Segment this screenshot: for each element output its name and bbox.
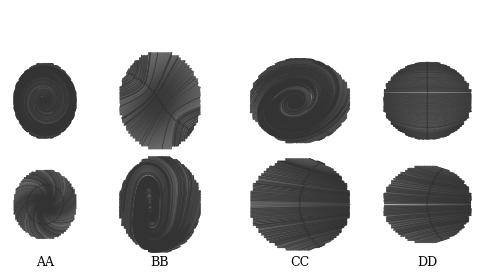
Text: BB: BB xyxy=(151,256,169,269)
Text: CC: CC xyxy=(290,256,310,269)
Text: DD: DD xyxy=(418,256,438,269)
Text: AA: AA xyxy=(36,256,54,269)
